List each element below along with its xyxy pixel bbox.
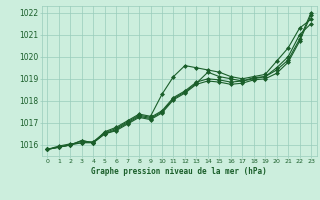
X-axis label: Graphe pression niveau de la mer (hPa): Graphe pression niveau de la mer (hPa): [91, 167, 267, 176]
